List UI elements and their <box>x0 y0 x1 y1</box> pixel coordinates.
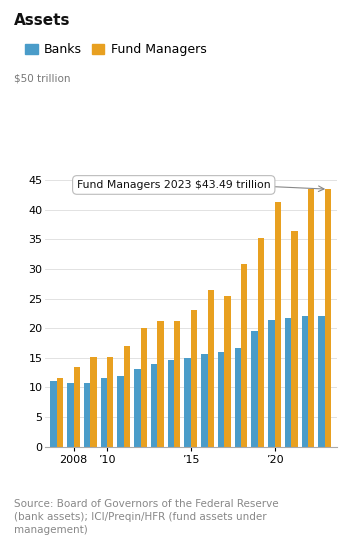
Bar <box>285 317 291 447</box>
Bar <box>308 189 314 447</box>
Bar <box>151 364 157 447</box>
Bar <box>302 316 308 447</box>
Bar <box>141 328 147 447</box>
Bar <box>134 369 141 447</box>
Bar <box>235 348 241 447</box>
Bar <box>268 321 274 447</box>
Bar <box>124 346 130 447</box>
Bar <box>241 264 247 447</box>
Bar <box>101 379 107 447</box>
Bar <box>225 295 231 447</box>
Bar <box>57 379 63 447</box>
Bar <box>67 383 74 447</box>
Text: Fund Managers 2023 $43.49 trillion: Fund Managers 2023 $43.49 trillion <box>77 180 271 190</box>
Bar <box>157 321 164 447</box>
Bar <box>118 376 124 447</box>
Bar <box>218 352 225 447</box>
Bar <box>107 357 113 447</box>
Bar <box>252 331 258 447</box>
Bar <box>50 381 57 447</box>
Text: Assets: Assets <box>14 13 70 29</box>
Bar <box>274 202 281 447</box>
Text: Source: Board of Governors of the Federal Reserve
(bank assets); ICI/Preqin/HFR : Source: Board of Governors of the Federa… <box>14 499 279 535</box>
Bar <box>74 367 80 447</box>
Bar <box>291 230 298 447</box>
Text: $50 trillion: $50 trillion <box>14 73 70 83</box>
Bar <box>208 289 214 447</box>
Bar <box>191 310 197 447</box>
Bar <box>201 353 208 447</box>
Bar <box>90 357 97 447</box>
Bar <box>174 321 180 447</box>
Bar <box>319 316 325 447</box>
Legend: Banks, Fund Managers: Banks, Fund Managers <box>20 38 211 61</box>
Bar <box>185 358 191 447</box>
Bar <box>325 189 331 447</box>
Bar <box>84 383 90 447</box>
Bar <box>168 360 174 447</box>
Bar <box>258 238 264 447</box>
